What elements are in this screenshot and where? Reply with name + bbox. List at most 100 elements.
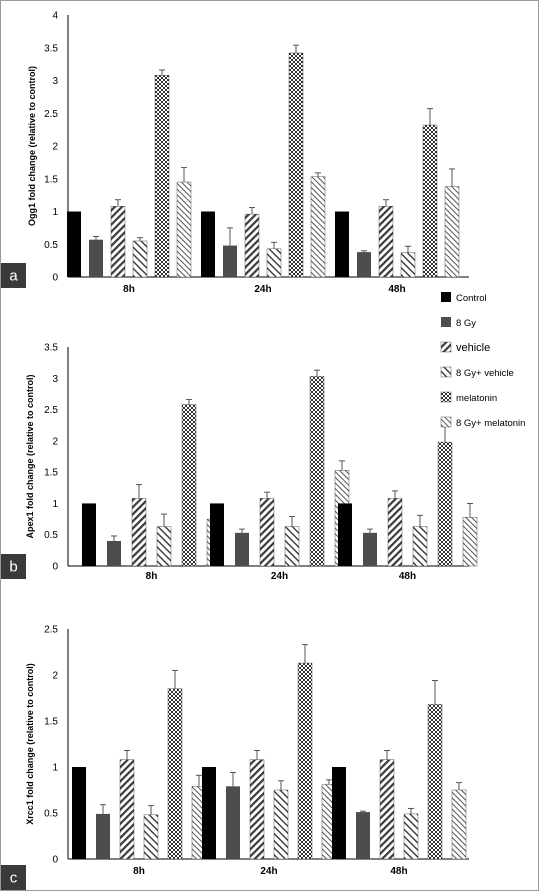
bar bbox=[167, 688, 183, 860]
bar bbox=[422, 124, 438, 278]
bar bbox=[223, 245, 237, 277]
bar bbox=[403, 813, 419, 860]
y-tick-label: 2 bbox=[52, 142, 58, 153]
panel-label: b bbox=[9, 559, 17, 576]
legend-label: 8 Gy bbox=[456, 318, 476, 329]
bar bbox=[119, 759, 135, 860]
bar bbox=[273, 789, 289, 860]
bar bbox=[96, 813, 110, 859]
x-tick-label: 48h bbox=[399, 571, 416, 582]
y-tick-label: 1 bbox=[52, 207, 58, 218]
bar bbox=[338, 503, 352, 566]
x-tick-label: 48h bbox=[390, 866, 407, 877]
y-tick-label: 0 bbox=[52, 273, 58, 284]
y-tick-label: 1 bbox=[52, 763, 58, 774]
y-tick-label: 1.5 bbox=[44, 717, 58, 728]
bar bbox=[400, 252, 416, 278]
bar bbox=[363, 532, 377, 566]
bar bbox=[154, 75, 170, 278]
legend-swatch bbox=[440, 391, 452, 403]
y-axis-label: Ogg1 fold change (relative to control) bbox=[27, 66, 37, 226]
panel-label-box bbox=[1, 263, 26, 288]
panel-label-box bbox=[1, 554, 26, 579]
y-tick-label: 0 bbox=[52, 562, 58, 573]
bar bbox=[332, 767, 346, 859]
y-tick-label: 0.5 bbox=[44, 240, 58, 251]
bar bbox=[156, 526, 172, 567]
bar bbox=[451, 789, 467, 860]
bar bbox=[201, 211, 215, 277]
bar bbox=[143, 814, 159, 860]
bar bbox=[82, 503, 96, 566]
y-tick-label: 2.5 bbox=[44, 109, 58, 120]
bar bbox=[226, 786, 240, 859]
bar bbox=[288, 52, 304, 278]
x-tick-label: 24h bbox=[260, 866, 277, 877]
y-tick-label: 1.5 bbox=[44, 468, 58, 479]
panel-label: c bbox=[10, 870, 18, 887]
y-axis-label: Apex1 fold change (relative to control) bbox=[25, 374, 35, 538]
y-tick-label: 4 bbox=[52, 11, 58, 22]
bar bbox=[387, 498, 403, 567]
y-tick-label: 3 bbox=[52, 76, 58, 87]
bar bbox=[297, 662, 313, 860]
x-tick-label: 24h bbox=[254, 284, 271, 295]
bar bbox=[378, 206, 394, 278]
bar bbox=[210, 503, 224, 566]
bar bbox=[310, 176, 326, 278]
legend-swatch bbox=[440, 416, 452, 428]
bar bbox=[427, 704, 443, 860]
x-tick-label: 24h bbox=[271, 571, 288, 582]
bar bbox=[357, 252, 371, 277]
bar bbox=[132, 240, 148, 278]
bar bbox=[309, 376, 325, 567]
panel-label-box bbox=[1, 865, 26, 890]
y-tick-label: 3.5 bbox=[44, 43, 58, 54]
bar bbox=[259, 498, 275, 567]
bar bbox=[89, 239, 103, 277]
legend-label: melatonin bbox=[456, 393, 497, 404]
y-tick-label: 0.5 bbox=[44, 809, 58, 820]
y-tick-label: 3.5 bbox=[44, 343, 58, 354]
x-tick-label: 8h bbox=[123, 284, 135, 295]
bar bbox=[444, 186, 460, 278]
y-tick-label: 0.5 bbox=[44, 530, 58, 541]
bar bbox=[202, 767, 216, 859]
y-tick-label: 1.5 bbox=[44, 174, 58, 185]
y-tick-label: 0 bbox=[52, 855, 58, 866]
legend-swatch bbox=[440, 366, 452, 378]
bar bbox=[284, 526, 300, 567]
y-tick-label: 2.5 bbox=[44, 405, 58, 416]
y-tick-label: 2.5 bbox=[44, 625, 58, 636]
x-tick-label: 48h bbox=[388, 284, 405, 295]
y-tick-label: 2 bbox=[52, 436, 58, 447]
bar bbox=[67, 211, 81, 277]
bar bbox=[235, 532, 249, 566]
bar bbox=[266, 248, 282, 278]
x-tick-label: 8h bbox=[146, 571, 158, 582]
y-tick-label: 1 bbox=[52, 499, 58, 510]
bar bbox=[244, 213, 260, 278]
bar bbox=[335, 211, 349, 277]
legend-label: Control bbox=[456, 293, 487, 304]
bar bbox=[181, 404, 197, 567]
bar bbox=[462, 516, 478, 567]
bar bbox=[107, 540, 121, 566]
y-axis-label: Xrcc1 fold change (relative to control) bbox=[25, 663, 35, 825]
y-tick-label: 2 bbox=[52, 671, 58, 682]
bar bbox=[110, 206, 126, 278]
legend-swatch bbox=[441, 292, 451, 302]
bar bbox=[249, 759, 265, 860]
bar bbox=[412, 526, 428, 567]
bar bbox=[379, 759, 395, 860]
legend-swatch bbox=[440, 341, 452, 353]
panel-label: a bbox=[9, 268, 18, 285]
legend-swatch bbox=[441, 317, 451, 327]
y-tick-label: 3 bbox=[52, 374, 58, 385]
bar bbox=[72, 767, 86, 859]
bar bbox=[437, 441, 453, 567]
bar bbox=[131, 498, 147, 567]
legend-label: vehicle bbox=[456, 342, 490, 354]
